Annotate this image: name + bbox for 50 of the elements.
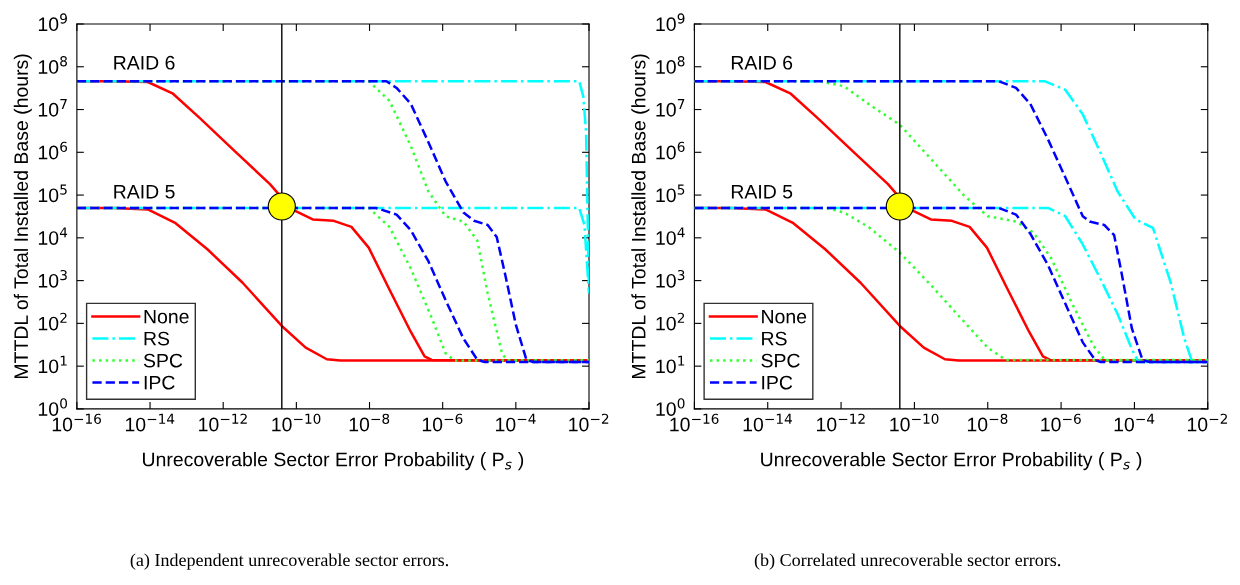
legend-label: RS (762, 331, 787, 346)
annotation: RAID 6 (731, 55, 793, 70)
y-tick-label: 10$^{1}$ (38, 355, 67, 374)
x-tick-label: 10$^{−10}$ (890, 413, 939, 432)
y-tick-label: 10$^{5}$ (656, 184, 685, 203)
x-tick-label: 10$^{−8}$ (349, 413, 390, 432)
x-tick-label: 10$^{−6}$ (1041, 413, 1081, 432)
y-axis-title: MTTDL of Total Installed Base (hours) (13, 54, 32, 379)
x-tick-label: 10$^{−12}$ (199, 413, 247, 432)
y-tick-label: 10$^{6}$ (38, 141, 68, 160)
y-tick-label: 10$^{3}$ (38, 269, 67, 288)
y-tick-label: 10$^{7}$ (656, 99, 685, 117)
x-tick-label: 10$^{−2}$ (1187, 413, 1227, 432)
y-tick-label: 10$^{3}$ (656, 269, 685, 288)
y-tick-label: 10$^{8}$ (38, 56, 67, 74)
x-tick-label: 10$^{−6}$ (422, 413, 463, 432)
y-tick-label: 10$^{1}$ (656, 355, 685, 374)
x-tick-label: 10$^{−14}$ (743, 413, 792, 432)
y-tick-label: 10$^{9}$ (656, 13, 685, 32)
x-tick-label: 10$^{−10}$ (272, 413, 321, 432)
y-tick-label: 10$^{6}$ (656, 141, 685, 160)
legend-label: IPC (762, 375, 793, 390)
legend-label: SPC (761, 353, 800, 368)
legend-label: None (762, 309, 807, 324)
legend-label: None (144, 309, 189, 324)
y-tick-label: 10$^{8}$ (656, 56, 685, 74)
annotation: RAID 5 (731, 185, 793, 199)
legend-label: IPC (144, 375, 175, 390)
legend-label: RS (144, 331, 170, 346)
annotation: RAID 6 (114, 55, 175, 70)
text: (b) Correlated unrecoverable sector errors. (754, 553, 1061, 570)
y-tick-label: 10$^{4}$ (38, 227, 68, 245)
y-tick-label: 10$^{9}$ (38, 13, 67, 32)
text: (a) Independent unrecoverable sector errors. (130, 553, 448, 570)
annotation: RAID 5 (114, 185, 175, 199)
y-tick-label: 10$^{2}$ (38, 312, 67, 331)
x-axis-title: Unrecoverable Sector Error Probability ( P$_{s}$ ) (761, 452, 1142, 471)
x-tick-label: 10$^{−14}$ (125, 413, 175, 432)
legend-label: SPC (143, 353, 183, 368)
x-tick-label: 10$^{−8}$ (967, 413, 1008, 432)
y-tick-label: 10$^{4}$ (656, 227, 685, 245)
x-tick-label: 10$^{−2}$ (569, 413, 609, 432)
y-tick-label: 10$^{5}$ (38, 184, 67, 203)
y-tick-label: 10$^{2}$ (656, 312, 685, 331)
y-axis-title: MTTDL of Total Installed Base (hours) (631, 54, 650, 379)
x-tick-label: 10$^{−4}$ (1114, 413, 1155, 432)
x-tick-label: 10$^{−12}$ (816, 413, 865, 432)
x-axis-title: Unrecoverable Sector Error Probability ( P$_{s}$ ) (143, 452, 524, 471)
y-tick-label: 10$^{7}$ (38, 99, 67, 117)
x-tick-label: 10$^{−4}$ (496, 413, 536, 432)
